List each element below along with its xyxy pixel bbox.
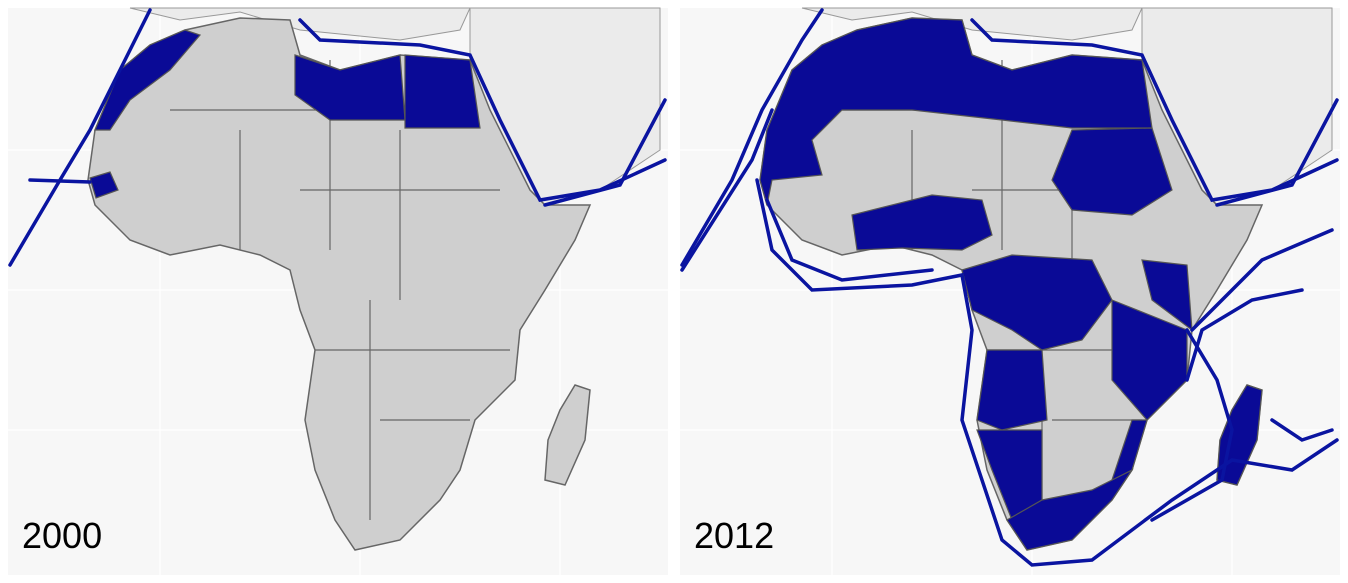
year-label: 2000 [22,515,102,556]
year-label: 2012 [694,515,774,556]
panel-2000: 2000 [8,8,668,575]
panel-2012: 2012 [680,8,1340,575]
